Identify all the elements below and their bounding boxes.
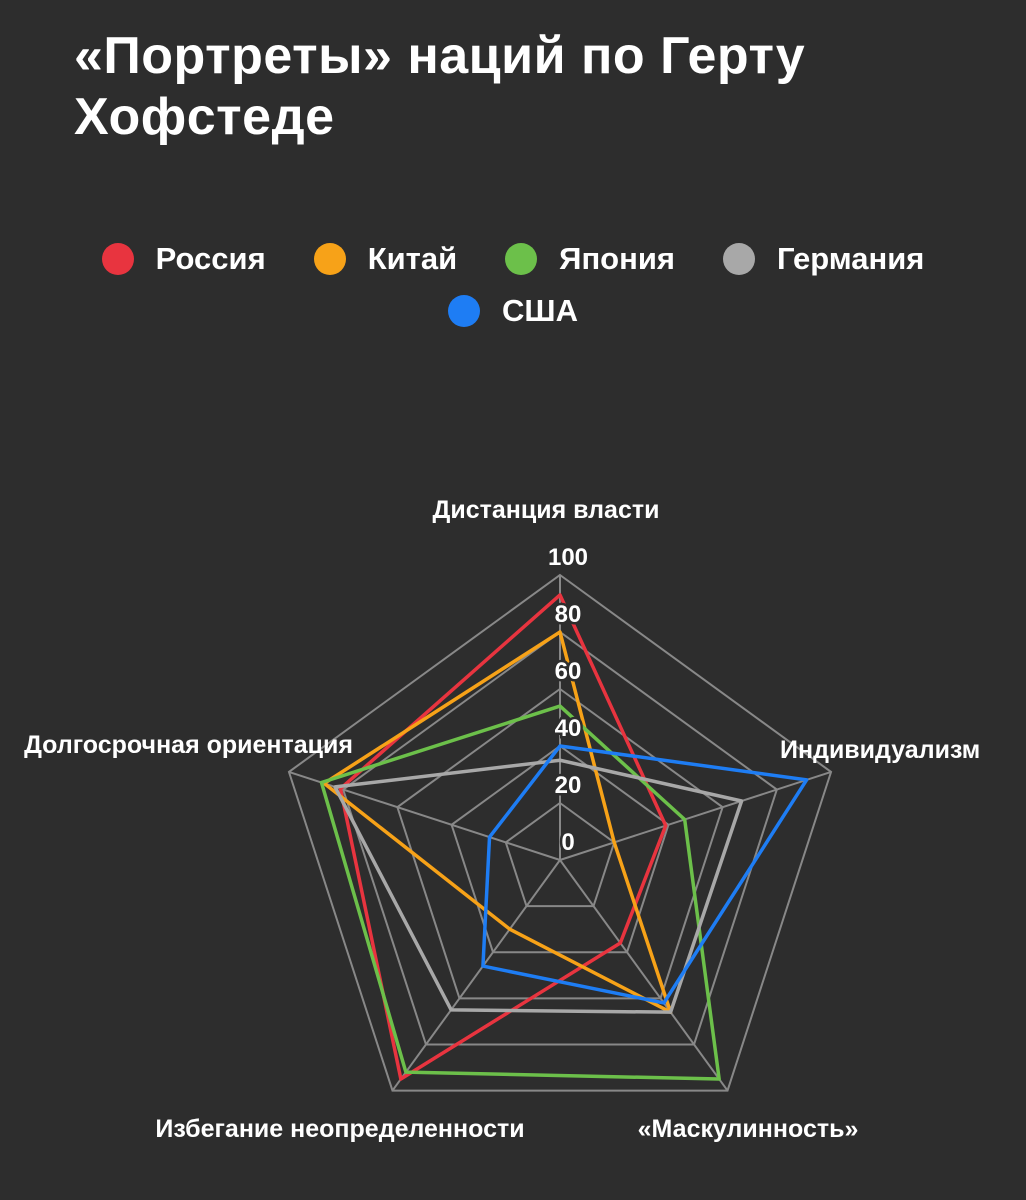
radar-spoke [559,770,832,861]
legend-color-dot-icon [448,294,481,327]
radar-tick-label: 20 [555,772,582,799]
legend-item: Россия [101,240,266,277]
radar-axis-label: «Маскулинность» [638,1115,859,1143]
legend-label: Германия [776,240,925,276]
series-polygon [333,758,744,1014]
radar-axis-label: Индивидуализм [780,736,980,764]
radar-grid-ring [504,801,616,907]
legend-item: Германия [722,240,925,277]
chart-title-line-1: «Портреты» наций по Герту [74,27,806,85]
radar-axis-label: Долгосрочная ориентация [24,731,353,759]
radar-grid-ring [450,744,670,953]
radar-spoke [391,859,561,1091]
radar-tick-label: 60 [555,658,582,685]
radar-grid-ring [396,687,724,1000]
page: «Портреты» наций по Герту Хофстеде Росси… [0,26,1026,1143]
chart-title: «Портреты» наций по Герту Хофстеде [74,26,966,149]
legend-item: США [448,293,578,329]
radar-tick-label: 80 [555,601,582,628]
radar-axis-label: Дистанция власти [433,496,660,524]
legend-color-dot-icon [101,242,134,275]
chart-title-line-2: Хофстеде [74,88,335,147]
radar-axis-label: Избегание неопределенности [155,1115,524,1143]
radar-grid-ring [287,573,833,1092]
series-polygon [481,743,809,1005]
radar-tick-label: 40 [555,715,582,742]
radar-tick-label: 100 [548,544,588,571]
legend: Россия Китай Япония Германия США [0,241,1026,329]
radar-tick-label: 0 [561,829,574,856]
legend-label: Япония [559,240,675,276]
legend-color-dot-icon [722,242,755,275]
legend-label: Россия [155,240,266,276]
radar-spoke [559,859,729,1091]
legend-label: США [502,292,578,328]
series-polygon [322,629,673,1014]
legend-item: Китай [313,240,458,277]
series-polygon [319,704,721,1081]
legend-color-dot-icon [313,242,346,275]
legend-label: Китай [367,240,458,276]
legend-color-dot-icon [505,242,538,275]
radar-chart: 0 20 40 60 80 100 Дистанция власти Индивидуализ… [24,496,980,1143]
legend-item: Япония [505,241,675,277]
